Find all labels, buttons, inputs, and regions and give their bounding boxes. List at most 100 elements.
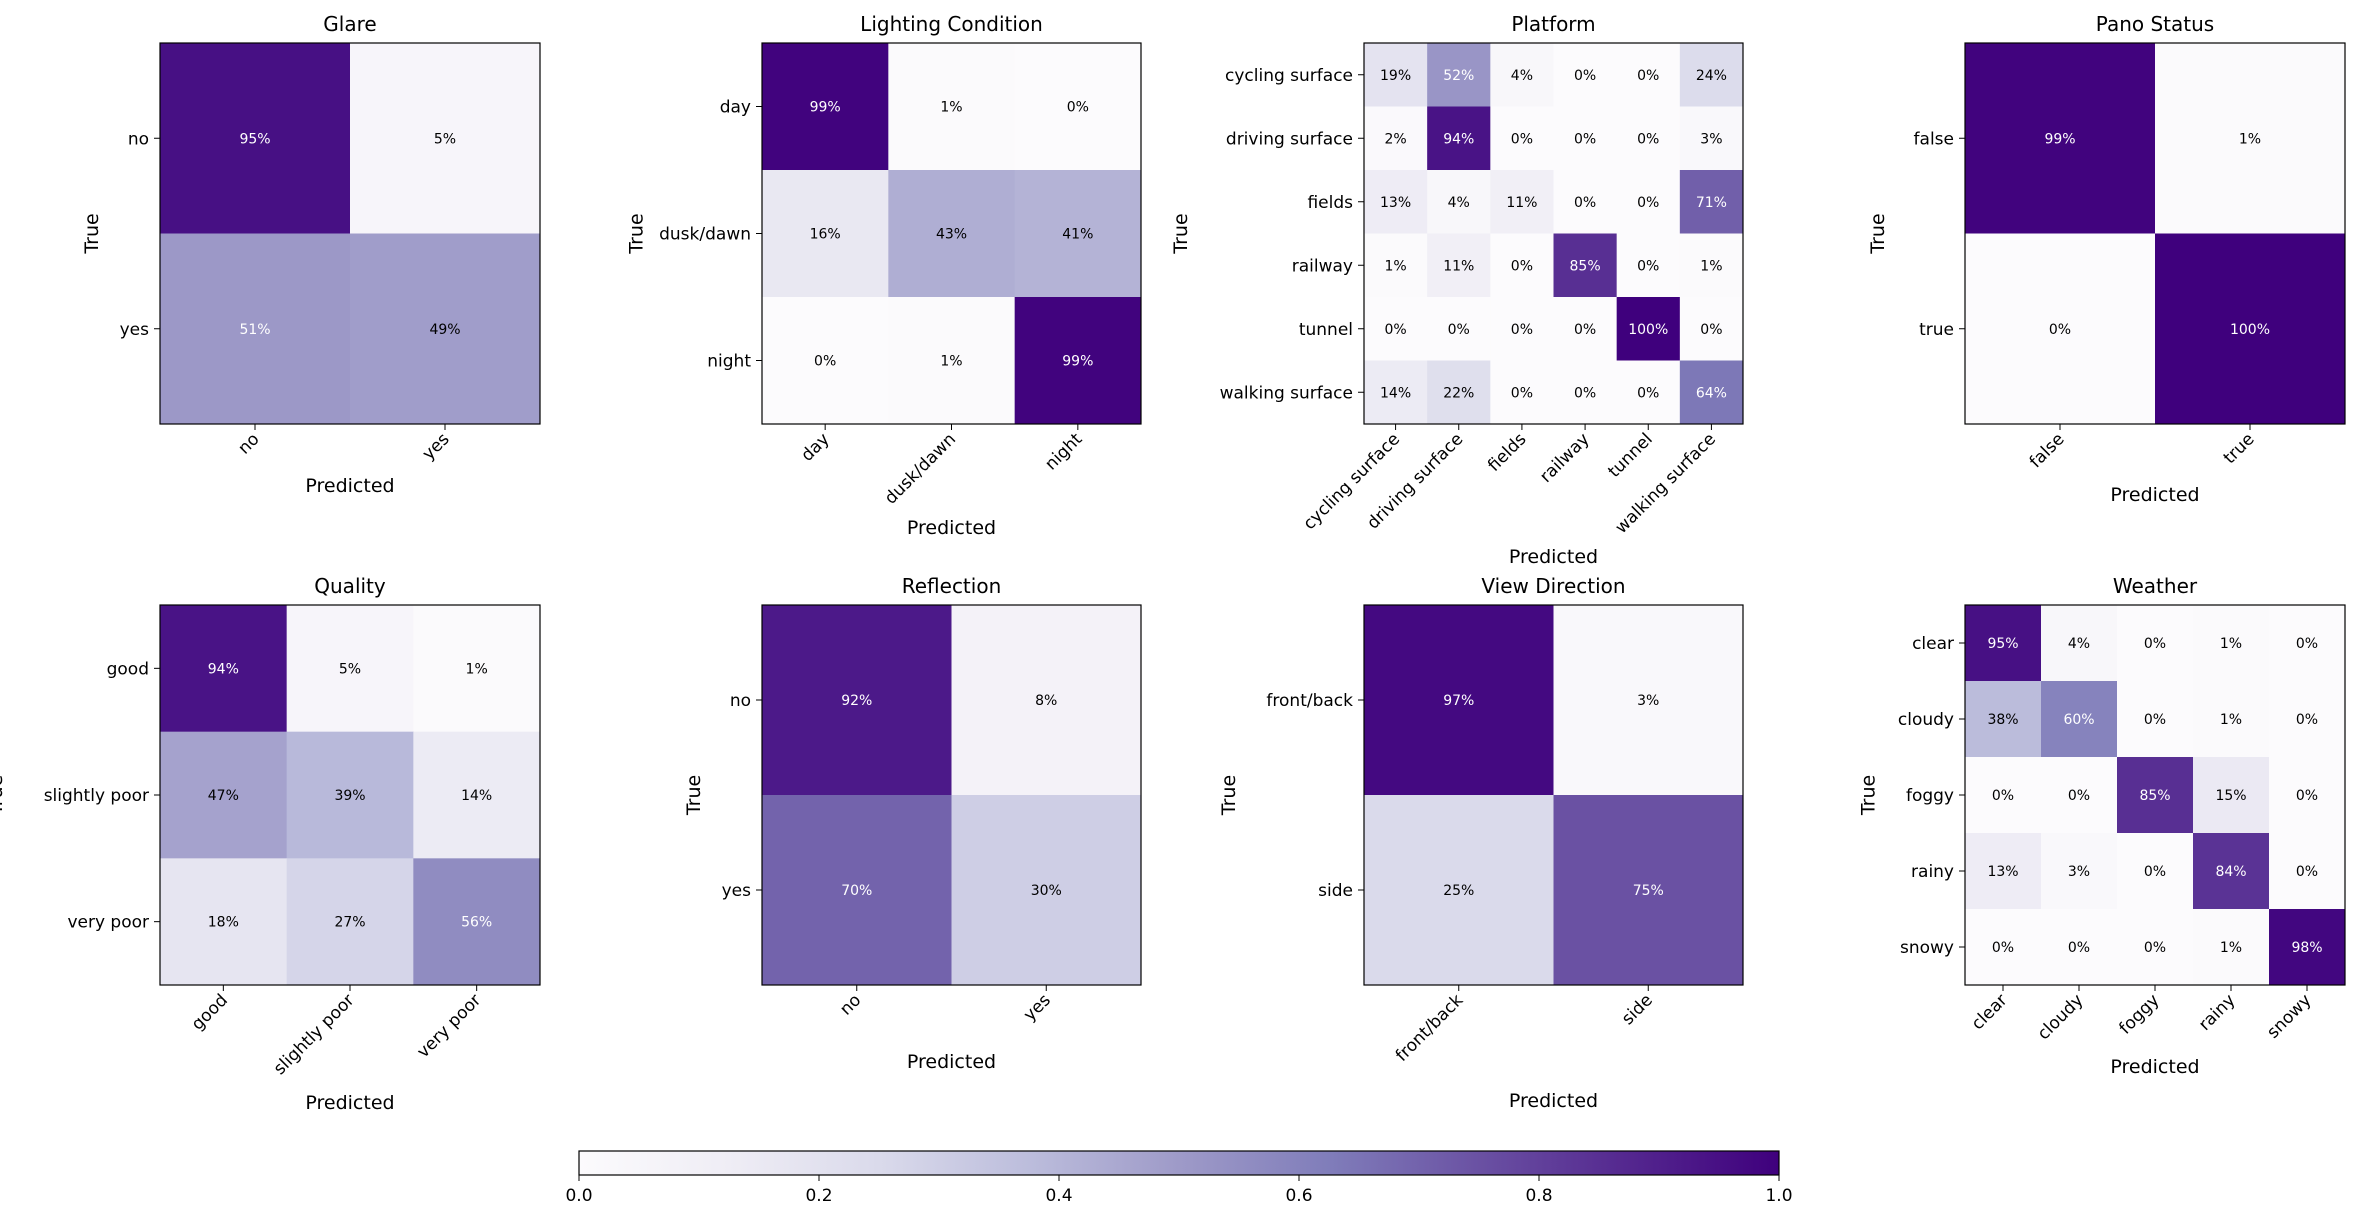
- y-axis-label: True: [1867, 213, 1889, 254]
- x-axis-label: Predicted: [305, 475, 394, 497]
- y-tick-label: railway: [1292, 256, 1353, 276]
- cell-label: 0%: [2144, 712, 2166, 728]
- y-tick-label: night: [707, 352, 751, 372]
- cell-label: 98%: [2291, 940, 2322, 956]
- cell-label: 16%: [810, 227, 841, 243]
- x-tick-label: slightly poor: [270, 990, 359, 1079]
- panel-title: Weather: [2113, 574, 2198, 598]
- heatmap-cell: [2193, 605, 2270, 682]
- heatmap-cell: [1014, 43, 1142, 171]
- heatmap-cell: [762, 297, 889, 425]
- y-axis-label: True: [683, 775, 705, 816]
- cell-label: 0%: [2068, 940, 2090, 956]
- x-axis-label: Predicted: [1509, 546, 1598, 568]
- heatmap-cell: [1679, 233, 1744, 298]
- cell-label: 47%: [208, 788, 239, 804]
- cell-label: 0%: [1384, 322, 1406, 338]
- y-tick-label: side: [1318, 881, 1353, 901]
- colorbar-tick-label: 0.0: [565, 1186, 592, 1206]
- heatmap-cell: [1364, 43, 1428, 107]
- x-axis-label: Predicted: [305, 1092, 394, 1114]
- x-tick-label: clear: [1968, 990, 2012, 1034]
- heatmap-cell: [1616, 297, 1681, 361]
- cell-label: 0%: [2296, 864, 2318, 880]
- colorbar-tick-label: 0.2: [805, 1186, 832, 1206]
- heatmap-cell: [1553, 106, 1618, 171]
- cell-label: 4%: [1448, 195, 1470, 211]
- heatmap-cell: [1427, 297, 1491, 361]
- cell-label: 38%: [1987, 712, 2018, 728]
- cell-label: 1%: [940, 100, 962, 116]
- heatmap-cell: [1490, 170, 1554, 234]
- heatmap-cell: [1965, 605, 2042, 682]
- x-tick-label: night: [1041, 429, 1086, 474]
- cell-label: 0%: [1700, 322, 1722, 338]
- cell-label: 19%: [1380, 68, 1411, 84]
- x-tick-label: good: [188, 990, 232, 1034]
- cell-label: 95%: [1987, 636, 2018, 652]
- cell-label: 60%: [2063, 712, 2094, 728]
- cell-label: 0%: [1511, 385, 1533, 401]
- cell-label: 30%: [1031, 883, 1062, 899]
- colorbar-tick-label: 0.6: [1285, 1186, 1312, 1206]
- cell-label: 0%: [2068, 788, 2090, 804]
- y-tick-label: rainy: [1911, 862, 1954, 882]
- heatmap-cell: [2117, 757, 2194, 834]
- heatmap-cell: [2041, 833, 2118, 910]
- y-tick-label: false: [1914, 129, 1954, 149]
- cell-label: 13%: [1380, 195, 1411, 211]
- cell-label: 1%: [1700, 258, 1722, 274]
- cell-label: 4%: [1511, 68, 1533, 84]
- heatmap-cell: [951, 605, 1142, 796]
- cell-label: 1%: [940, 354, 962, 370]
- cell-label: 1%: [466, 661, 488, 677]
- heatmap-cell: [1364, 297, 1428, 361]
- cell-label: 0%: [2144, 636, 2166, 652]
- heatmap-cell: [1553, 605, 1744, 796]
- heatmap-cell: [1427, 43, 1491, 107]
- heatmap-cell: [286, 605, 414, 733]
- heatmap-cell: [1679, 170, 1744, 234]
- heatmap-cell: [1679, 43, 1744, 107]
- cell-label: 0%: [1574, 68, 1596, 84]
- x-tick-label: cloudy: [2034, 990, 2088, 1044]
- cell-label: 56%: [461, 915, 492, 931]
- cell-label: 95%: [239, 131, 270, 147]
- cell-label: 3%: [1700, 131, 1722, 147]
- axes-frame: [1363, 604, 1744, 986]
- heatmap-cell: [1014, 170, 1142, 298]
- heatmap-cell: [1965, 43, 2156, 234]
- x-axis-label: Predicted: [2110, 484, 2199, 506]
- heatmap-cell: [762, 605, 952, 796]
- heatmap-cell: [2041, 909, 2118, 986]
- heatmap-cell: [1553, 170, 1618, 234]
- y-axis-label: True: [1218, 775, 1240, 816]
- heatmap-cell: [2117, 681, 2194, 758]
- cell-label: 0%: [1511, 322, 1533, 338]
- cell-label: 92%: [841, 693, 872, 709]
- heatmap-cell: [888, 297, 1016, 425]
- cell-label: 99%: [810, 100, 841, 116]
- heatmap-cell: [1965, 833, 2042, 910]
- heatmap-cell: [1490, 106, 1554, 171]
- x-tick-label: true: [2220, 429, 2259, 468]
- colorbar-tick-label: 0.4: [1045, 1186, 1072, 1206]
- y-tick-label: yes: [722, 881, 752, 901]
- cell-label: 0%: [2144, 940, 2166, 956]
- heatmap-cell: [350, 43, 541, 234]
- cell-label: 1%: [1384, 258, 1406, 274]
- y-tick-label: cycling surface: [1225, 66, 1353, 86]
- heatmap-cell: [1553, 43, 1618, 107]
- heatmap-cell: [1364, 170, 1428, 234]
- heatmap-cell: [1965, 909, 2042, 986]
- x-tick-label: false: [2026, 429, 2069, 472]
- heatmap-panel-1: 99% 1% 0% 16% 43% 41% 0% 1% 99% Lighting Conditio…: [626, 12, 1142, 539]
- y-tick-label: true: [1919, 320, 1954, 340]
- cell-label: 0%: [1637, 68, 1659, 84]
- heatmap-panel-0: 95% 5% 51% 49% Glare no yes no yes Predicted True: [81, 12, 541, 497]
- cell-label: 94%: [208, 661, 239, 677]
- axes-frame: [1363, 42, 1744, 425]
- heatmap-cell: [1616, 106, 1681, 171]
- heatmap-cell: [2269, 757, 2346, 834]
